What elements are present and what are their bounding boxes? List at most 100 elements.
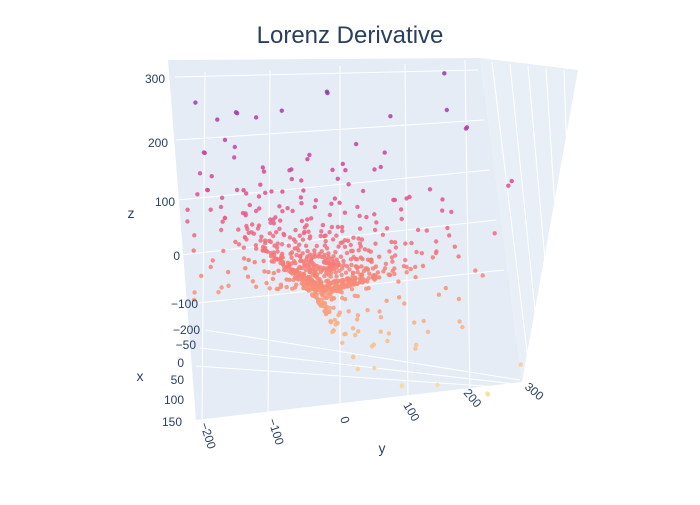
data-point — [284, 284, 289, 290]
data-point — [319, 249, 324, 254]
data-point — [355, 317, 360, 322]
data-point — [356, 236, 361, 241]
data-point — [333, 250, 338, 255]
data-point — [329, 201, 334, 206]
data-point — [378, 315, 384, 320]
data-point — [271, 250, 277, 255]
data-point — [298, 254, 303, 259]
data-point — [383, 261, 389, 266]
data-point — [232, 144, 237, 150]
data-point — [233, 110, 239, 115]
data-point — [333, 270, 338, 275]
data-point — [311, 264, 317, 270]
data-point — [362, 247, 368, 252]
data-point — [258, 182, 263, 187]
z-gridline — [175, 119, 485, 141]
data-point — [261, 169, 267, 174]
data-point — [301, 230, 307, 236]
data-point — [307, 236, 312, 241]
data-point — [384, 298, 389, 303]
data-point — [318, 284, 323, 289]
data-point — [338, 240, 343, 245]
data-point — [303, 243, 309, 248]
data-point — [256, 223, 262, 228]
data-point — [340, 161, 345, 167]
data-point — [433, 250, 439, 256]
data-point — [270, 276, 276, 282]
data-point — [480, 273, 485, 278]
floor-gridline — [199, 347, 516, 385]
data-point — [393, 253, 398, 258]
data-point — [331, 254, 336, 259]
data-point — [215, 117, 220, 122]
data-point — [399, 216, 404, 222]
data-point — [297, 242, 302, 247]
data-point — [253, 208, 259, 214]
data-point — [360, 276, 366, 282]
data-point — [402, 301, 407, 306]
data-point — [341, 258, 346, 264]
data-point — [253, 284, 259, 289]
data-point — [330, 329, 335, 335]
data-point — [353, 141, 359, 147]
data-point — [289, 176, 294, 182]
data-point — [281, 261, 286, 267]
data-point — [414, 342, 419, 347]
data-point — [355, 269, 360, 275]
data-point — [367, 271, 372, 276]
data-point — [289, 250, 295, 255]
data-point — [415, 227, 421, 233]
data-point — [201, 150, 206, 155]
data-point — [323, 239, 328, 244]
data-point — [294, 282, 299, 287]
data-point — [247, 202, 252, 208]
z-tick-label: 300 — [145, 72, 165, 86]
data-point — [427, 187, 433, 192]
data-point — [331, 305, 336, 310]
data-point — [191, 248, 196, 253]
data-point — [290, 208, 295, 214]
data-point — [267, 231, 272, 236]
y-gridline — [464, 59, 471, 397]
y-tick-label: −100 — [265, 417, 287, 447]
data-point — [382, 150, 387, 155]
data-point — [393, 245, 399, 250]
z-tick-label: −100 — [171, 297, 198, 311]
data-point — [306, 278, 311, 284]
data-point — [301, 188, 306, 193]
data-point — [342, 278, 347, 283]
data-point — [355, 204, 360, 210]
data-point — [191, 297, 197, 303]
data-point — [318, 269, 323, 275]
data-point — [348, 242, 353, 248]
data-point — [444, 107, 449, 113]
z-tick-label: 200 — [148, 136, 168, 150]
data-point — [442, 71, 447, 76]
data-point — [343, 284, 348, 289]
data-point — [299, 178, 304, 183]
data-point — [216, 290, 221, 295]
data-point — [293, 227, 298, 233]
chart-title: Lorenz Derivative — [257, 22, 444, 49]
data-point — [492, 231, 497, 236]
data-point — [297, 233, 302, 238]
data-point — [339, 290, 344, 295]
data-point — [366, 276, 371, 281]
data-point — [241, 188, 246, 193]
data-point — [210, 258, 215, 263]
data-point — [306, 287, 311, 293]
data-point — [359, 264, 364, 269]
data-point — [452, 244, 457, 249]
data-point — [185, 219, 190, 224]
data-point — [240, 210, 246, 216]
data-point — [262, 269, 267, 274]
data-point — [443, 285, 448, 291]
data-point — [360, 188, 366, 194]
data-point — [440, 197, 445, 202]
data-point — [226, 283, 231, 288]
data-point — [473, 268, 478, 273]
data-point — [299, 265, 304, 271]
data-point — [185, 207, 190, 212]
data-point — [392, 197, 398, 203]
